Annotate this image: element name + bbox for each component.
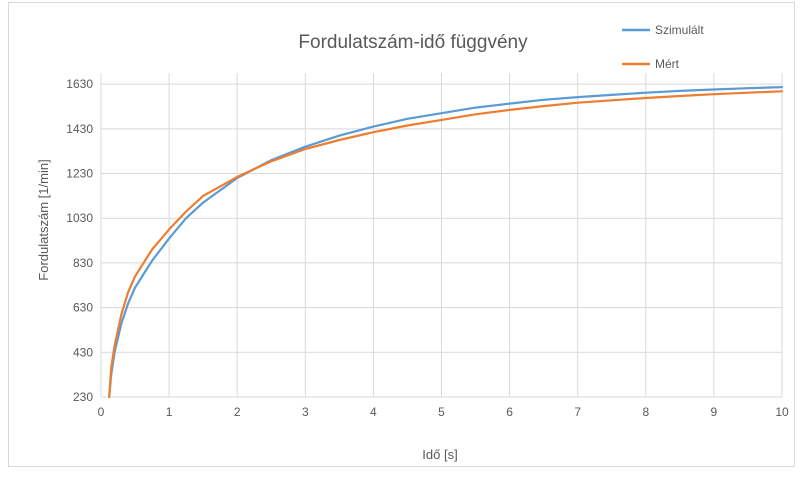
- x-tick-label: 3: [302, 405, 309, 419]
- x-tick-label: 8: [642, 405, 649, 419]
- y-tick-label: 630: [73, 301, 93, 315]
- x-tick-label: 9: [711, 405, 718, 419]
- x-tick-label: 7: [574, 405, 581, 419]
- x-tick-label: 1: [166, 405, 173, 419]
- y-tick-label: 230: [73, 390, 93, 404]
- grid: [100, 73, 783, 398]
- y-tick-label: 430: [73, 345, 93, 359]
- x-tick-label: 0: [98, 405, 105, 419]
- x-tick-labels: 0 1 2 3 4 5 6 7 8 9 10: [98, 405, 789, 419]
- x-tick-label: 2: [234, 405, 241, 419]
- x-tick-label: 4: [370, 405, 377, 419]
- y-tick-label: 830: [73, 256, 93, 270]
- y-axis-label: Fordulatszám [1/min]: [36, 159, 51, 280]
- x-tick-label: 6: [506, 405, 513, 419]
- chart-title: Fordulatszám-idő függvény: [298, 32, 528, 53]
- y-tick-label: 1430: [66, 122, 93, 136]
- legend: Szimulált Mért: [622, 23, 704, 71]
- legend-entry: Szimulált: [655, 23, 704, 37]
- x-axis-label: Idő [s]: [422, 447, 457, 462]
- y-tick-label: 1230: [66, 167, 93, 181]
- chart-frame: [8, 2, 795, 467]
- series-line-m-rt: [108, 90, 784, 399]
- x-tick-label: 5: [438, 405, 445, 419]
- y-tick-label: 1630: [66, 77, 93, 91]
- y-tick-label: 1030: [66, 211, 93, 225]
- y-tick-labels: 230 430 630 830 1030 1230 1430 1630: [66, 77, 93, 404]
- series-lines: [108, 85, 784, 399]
- legend-entry: Mért: [655, 57, 680, 71]
- series-line-szimul-lt: [108, 85, 784, 399]
- x-tick-label: 10: [775, 405, 789, 419]
